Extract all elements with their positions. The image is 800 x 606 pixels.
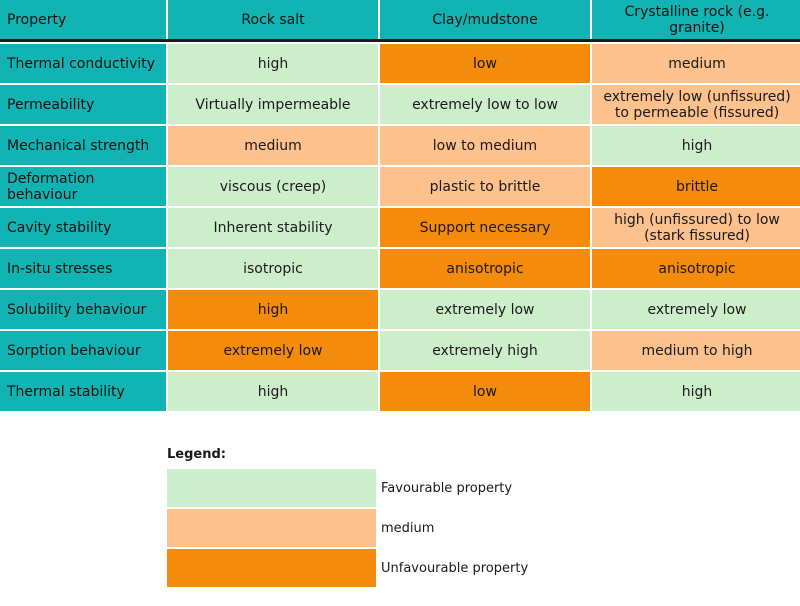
rating-cell: medium to high	[592, 331, 800, 370]
legend-label: Favourable property	[381, 480, 513, 496]
legend-item: medium	[167, 508, 528, 548]
rating-cell: anisotropic	[380, 249, 590, 288]
rating-cell: low to medium	[380, 126, 590, 165]
rating-cell: medium	[592, 44, 800, 83]
property-label: Thermal conductivity	[0, 44, 166, 83]
header-crystalline-rock: Crystalline rock (e.g. granite)	[592, 0, 800, 39]
legend: Legend: Favourable property medium Unfavou…	[167, 447, 528, 588]
rating-cell: Virtually impermeable	[168, 85, 378, 124]
rating-cell: extremely low	[380, 290, 590, 329]
rating-cell: high	[168, 372, 378, 411]
legend-label: medium	[381, 520, 435, 536]
rating-cell: extremely low	[168, 331, 378, 370]
rating-cell: high	[168, 290, 378, 329]
property-label: Deformation behaviour	[0, 167, 166, 206]
property-label: Thermal stability	[0, 372, 166, 411]
header-property: Property	[0, 0, 166, 39]
table-row: Mechanical strength medium low to medium hi…	[0, 126, 800, 165]
table-body: Thermal conductivity high low medium Permeab…	[0, 44, 800, 411]
table-row: Permeability Virtually impermeable extreme…	[0, 85, 800, 124]
rating-cell: medium	[168, 126, 378, 165]
table-row: Solubility behaviour high extremely low ext…	[0, 290, 800, 329]
property-label: Cavity stability	[0, 208, 166, 247]
header-clay-mudstone: Clay/mudstone	[380, 0, 590, 39]
rating-cell: high	[592, 372, 800, 411]
rating-cell: anisotropic	[592, 249, 800, 288]
rating-cell: plastic to brittle	[380, 167, 590, 206]
rating-cell: extremely high	[380, 331, 590, 370]
table-row: Sorption behaviour extremely low extremely…	[0, 331, 800, 370]
legend-item: Unfavourable property	[167, 548, 528, 588]
legend-swatch	[167, 549, 376, 587]
rating-cell: extremely low	[592, 290, 800, 329]
legend-title: Legend:	[167, 447, 226, 462]
rating-cell: Support necessary	[380, 208, 590, 247]
rating-cell: high (unfissured) to low (stark fissured…	[592, 208, 800, 247]
header-rock-salt: Rock salt	[168, 0, 378, 39]
property-label: Permeability	[0, 85, 166, 124]
table-row: Thermal conductivity high low medium	[0, 44, 800, 83]
property-label: Solubility behaviour	[0, 290, 166, 329]
legend-item: Favourable property	[167, 468, 528, 508]
rating-cell: low	[380, 44, 590, 83]
rating-cell: viscous (creep)	[168, 167, 378, 206]
rating-cell: brittle	[592, 167, 800, 206]
rock-property-table: Property Rock salt Clay/mudstone Crystal…	[0, 0, 800, 411]
property-label: In-situ stresses	[0, 249, 166, 288]
legend-swatch	[167, 469, 376, 507]
legend-swatch	[167, 509, 376, 547]
property-label: Sorption behaviour	[0, 331, 166, 370]
property-label: Mechanical strength	[0, 126, 166, 165]
legend-label: Unfavourable property	[381, 560, 529, 576]
rating-cell: high	[168, 44, 378, 83]
rating-cell: high	[592, 126, 800, 165]
table-row: Thermal stability high low high	[0, 372, 800, 411]
table-row: In-situ stresses isotropic anisotropic anis…	[0, 249, 800, 288]
rating-cell: isotropic	[168, 249, 378, 288]
legend-items: Favourable property medium Unfavourable pr…	[167, 468, 528, 588]
table-row: Cavity stability Inherent stability Suppor…	[0, 208, 800, 247]
table-row: Deformation behaviour viscous (creep) plas…	[0, 167, 800, 206]
rating-cell: low	[380, 372, 590, 411]
rating-cell: Inherent stability	[168, 208, 378, 247]
rating-cell: extremely low to low	[380, 85, 590, 124]
table-header-row: Property Rock salt Clay/mudstone Crystal…	[0, 0, 800, 42]
rating-cell: extremely low (unfissured) to permeable …	[592, 85, 800, 124]
